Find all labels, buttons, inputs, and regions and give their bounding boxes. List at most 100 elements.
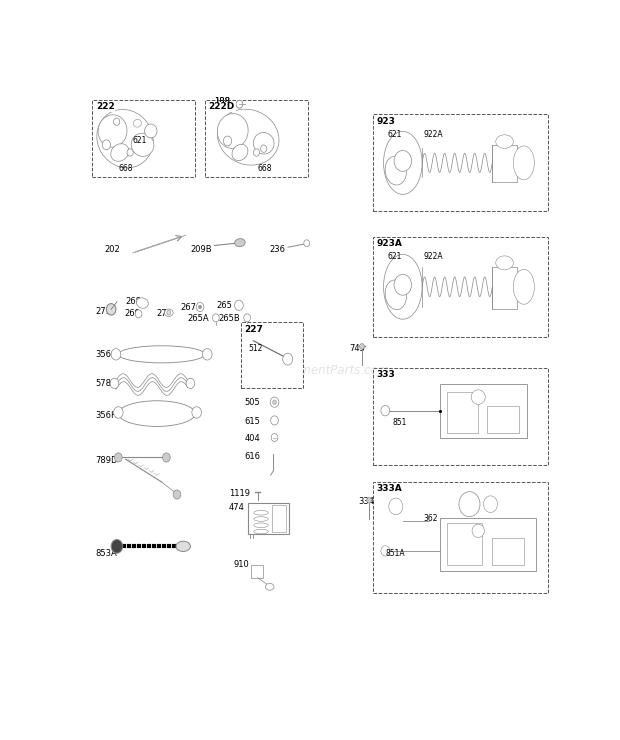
Text: 271: 271 <box>95 307 112 316</box>
Circle shape <box>127 149 133 156</box>
Circle shape <box>167 311 170 315</box>
Circle shape <box>115 453 122 462</box>
Text: 745: 745 <box>349 343 365 352</box>
Circle shape <box>198 306 202 309</box>
Circle shape <box>360 343 365 349</box>
Text: 668: 668 <box>118 164 133 173</box>
Ellipse shape <box>254 523 268 528</box>
Bar <box>373 237 548 337</box>
Text: 922A: 922A <box>423 130 443 139</box>
Text: 265B: 265B <box>218 314 240 323</box>
Bar <box>440 517 536 571</box>
Ellipse shape <box>496 135 513 148</box>
Circle shape <box>381 545 389 556</box>
Text: 474: 474 <box>229 503 245 512</box>
Bar <box>373 115 548 212</box>
Ellipse shape <box>164 309 173 317</box>
Bar <box>241 323 303 388</box>
Ellipse shape <box>218 109 279 165</box>
Circle shape <box>271 434 278 442</box>
Circle shape <box>254 149 260 156</box>
Ellipse shape <box>471 390 485 404</box>
Text: 853A: 853A <box>95 548 118 558</box>
Circle shape <box>111 539 123 554</box>
Text: 209B: 209B <box>190 245 212 254</box>
Circle shape <box>236 100 243 108</box>
Bar <box>373 368 548 465</box>
Circle shape <box>196 303 204 312</box>
Text: 362: 362 <box>423 514 438 523</box>
Bar <box>205 100 308 177</box>
Bar <box>440 385 528 438</box>
Circle shape <box>192 407 202 418</box>
Text: 668: 668 <box>258 164 272 173</box>
Text: 910: 910 <box>234 560 249 569</box>
Circle shape <box>271 416 278 425</box>
Circle shape <box>394 150 412 172</box>
Circle shape <box>389 498 403 515</box>
Text: 615: 615 <box>245 417 260 426</box>
Text: 268: 268 <box>125 297 141 306</box>
Ellipse shape <box>144 124 157 138</box>
Text: 923: 923 <box>377 117 396 126</box>
Text: 621: 621 <box>133 135 147 144</box>
Ellipse shape <box>97 110 153 168</box>
Circle shape <box>186 378 195 388</box>
Text: 236: 236 <box>270 245 286 254</box>
Circle shape <box>213 314 219 322</box>
Circle shape <box>244 314 250 322</box>
Circle shape <box>223 136 232 146</box>
Circle shape <box>260 145 267 152</box>
Text: 265: 265 <box>217 301 232 310</box>
Bar <box>492 537 524 565</box>
Text: 227: 227 <box>245 325 264 334</box>
Text: 404: 404 <box>245 434 260 443</box>
Circle shape <box>135 310 142 318</box>
Text: 512: 512 <box>248 343 262 352</box>
Ellipse shape <box>217 113 248 148</box>
Ellipse shape <box>384 132 422 195</box>
Ellipse shape <box>98 115 127 147</box>
Ellipse shape <box>513 146 534 180</box>
Ellipse shape <box>111 144 129 161</box>
Text: 505: 505 <box>245 397 260 407</box>
Bar <box>373 482 548 593</box>
Text: 851: 851 <box>392 417 407 427</box>
Text: 578: 578 <box>95 379 112 388</box>
Ellipse shape <box>136 297 148 309</box>
Ellipse shape <box>133 119 141 127</box>
Circle shape <box>111 349 121 360</box>
Text: 202: 202 <box>104 245 120 254</box>
Text: 356H: 356H <box>95 411 118 420</box>
Circle shape <box>394 275 412 295</box>
Text: 333: 333 <box>377 370 396 380</box>
Bar <box>446 392 478 433</box>
Circle shape <box>273 400 277 405</box>
Text: 356: 356 <box>95 351 112 360</box>
Text: 621: 621 <box>388 252 402 261</box>
Text: 923A: 923A <box>377 239 403 248</box>
Ellipse shape <box>385 280 407 309</box>
Text: 222D: 222D <box>209 102 235 112</box>
Ellipse shape <box>176 541 190 551</box>
Ellipse shape <box>118 346 205 363</box>
Bar <box>272 505 286 532</box>
Text: 616: 616 <box>245 452 261 461</box>
Circle shape <box>304 240 309 246</box>
Ellipse shape <box>234 238 245 246</box>
Ellipse shape <box>131 133 154 156</box>
Circle shape <box>270 397 279 407</box>
Circle shape <box>367 497 371 503</box>
Text: 851A: 851A <box>385 548 405 558</box>
Bar <box>248 503 289 534</box>
Text: 267: 267 <box>181 303 197 312</box>
Text: 922A: 922A <box>423 252 443 261</box>
Circle shape <box>381 406 389 416</box>
Text: 621: 621 <box>388 130 402 139</box>
Text: 188: 188 <box>215 97 231 106</box>
Circle shape <box>484 496 497 513</box>
Bar <box>252 565 264 578</box>
Text: 1119: 1119 <box>229 489 250 498</box>
Text: 269: 269 <box>125 309 141 318</box>
Text: 222: 222 <box>95 102 115 112</box>
